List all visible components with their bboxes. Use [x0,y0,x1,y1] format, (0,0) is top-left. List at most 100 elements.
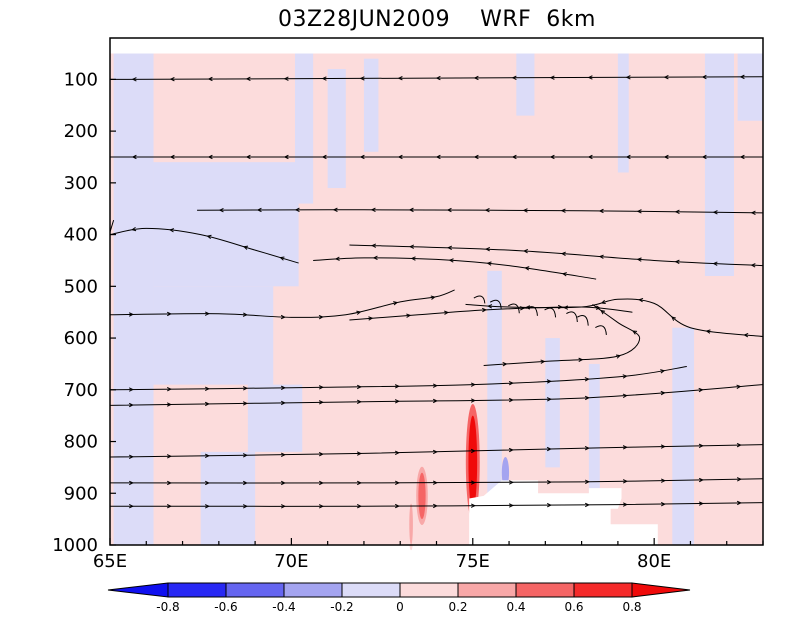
streamline-arrow [318,400,324,405]
streamline-arrow [502,362,508,367]
colorbar-label: 0.4 [506,600,525,614]
streamline-arrow [750,210,756,215]
streamline-arrow [206,234,212,240]
streamline-arrow [595,305,601,310]
streamline-arrow [318,504,324,509]
streamline-arrow [584,445,590,451]
streamline-arrow [128,387,134,392]
streamline-arrow [368,316,374,321]
terrain-mask [469,480,658,545]
streamline-arrow [698,387,704,393]
streamline-arrow [736,477,742,482]
streamline-arrow [524,266,530,271]
streamline-arrow [508,397,514,403]
streamline-arrow [546,503,552,508]
streamline-arrow [508,503,514,508]
streamline-arrow [432,480,438,485]
streamline-arrow [204,480,210,486]
streamline-arrow [484,208,490,213]
colorbar-label: -0.6 [214,600,237,614]
streamline-arrow [166,386,172,392]
streamline-arrow [131,77,137,82]
streamline-arrow [204,311,210,316]
streamline-arrow [207,154,213,160]
negative-region [200,451,256,545]
x-tick-label: 75E [456,551,490,572]
colorbar-label: -0.8 [156,600,179,614]
streamline-arrow [334,256,340,261]
streamline-arrow [638,297,644,303]
streamline-arrow [370,207,376,212]
streamline-arrow [318,314,324,320]
streamline-arrow [660,478,666,483]
streamline-arrow [698,477,704,483]
streamline-arrow [432,398,438,404]
streamline-arrow [470,398,476,403]
y-tick-label: 700 [64,380,98,401]
streamline-arrow [332,207,338,212]
streamline [197,209,764,214]
streamline-arrow [705,329,711,334]
streamline-arrow [406,313,412,318]
colorbar: -0.8 -0.6 -0.4 -0.2 0 0.2 0.4 0.6 0.8 [107,582,691,614]
streamline-arrow [432,383,438,388]
streamline-arrow [408,207,414,213]
streamline-arrow [356,310,362,315]
streamline-arrow [660,444,666,449]
streamline-hook [544,307,557,318]
streamline-arrow [522,208,528,213]
streamline-arrow [470,503,476,508]
positive-core [409,503,413,545]
streamline-arrow [218,207,224,213]
streamline-arrow [280,452,286,457]
streamline-arrow [549,75,555,80]
streamline-arrow [481,307,488,313]
streamline-arrow [485,247,491,252]
streamline-arrow [663,154,669,160]
streamline-arrow [470,480,476,485]
streamline-arrow [128,402,134,408]
streamline-arrow [394,450,400,455]
streamline-arrow [674,209,680,215]
negative-region [247,384,303,452]
colorbar-segment [283,582,343,598]
negative-region [363,58,379,152]
streamline [109,384,764,406]
streamline-arrow [371,243,377,248]
streamline-arrow [470,382,476,387]
negative-region [153,286,274,385]
streamline-arrow [625,154,631,160]
streamline-arrow [204,386,210,391]
streamline-arrow [546,397,552,402]
streamline-arrow [750,263,756,268]
streamline-arrow [600,299,606,305]
streamline-arrow [131,154,137,160]
negative-region [588,363,600,494]
streamlines [109,74,764,509]
negative-region [153,162,299,287]
streamline-arrow [701,74,707,80]
negative-region [704,53,734,276]
negative-region [737,53,763,121]
negative-region [327,69,346,189]
streamline-arrow [587,154,593,160]
streamline-arrow [525,305,531,310]
streamline-arrow [245,154,251,160]
streamline-arrow [321,154,327,160]
streamline-arrow [561,272,567,277]
streamline [109,366,687,391]
streamline-arrow [508,480,514,485]
streamline-arrow [712,210,718,215]
streamline-arrow [435,75,441,81]
chart-title: 03Z28JUN2009 WRF 6km [278,7,596,32]
streamline [483,304,641,366]
streamline-arrow [508,447,514,453]
streamline-arrow [393,301,399,306]
streamline [109,444,764,458]
streamline-arrow [280,480,286,486]
streamline-arrow [736,384,742,389]
streamline-arrow [283,154,289,160]
streamline-arrow [448,258,454,263]
streamline-arrow [356,504,362,509]
